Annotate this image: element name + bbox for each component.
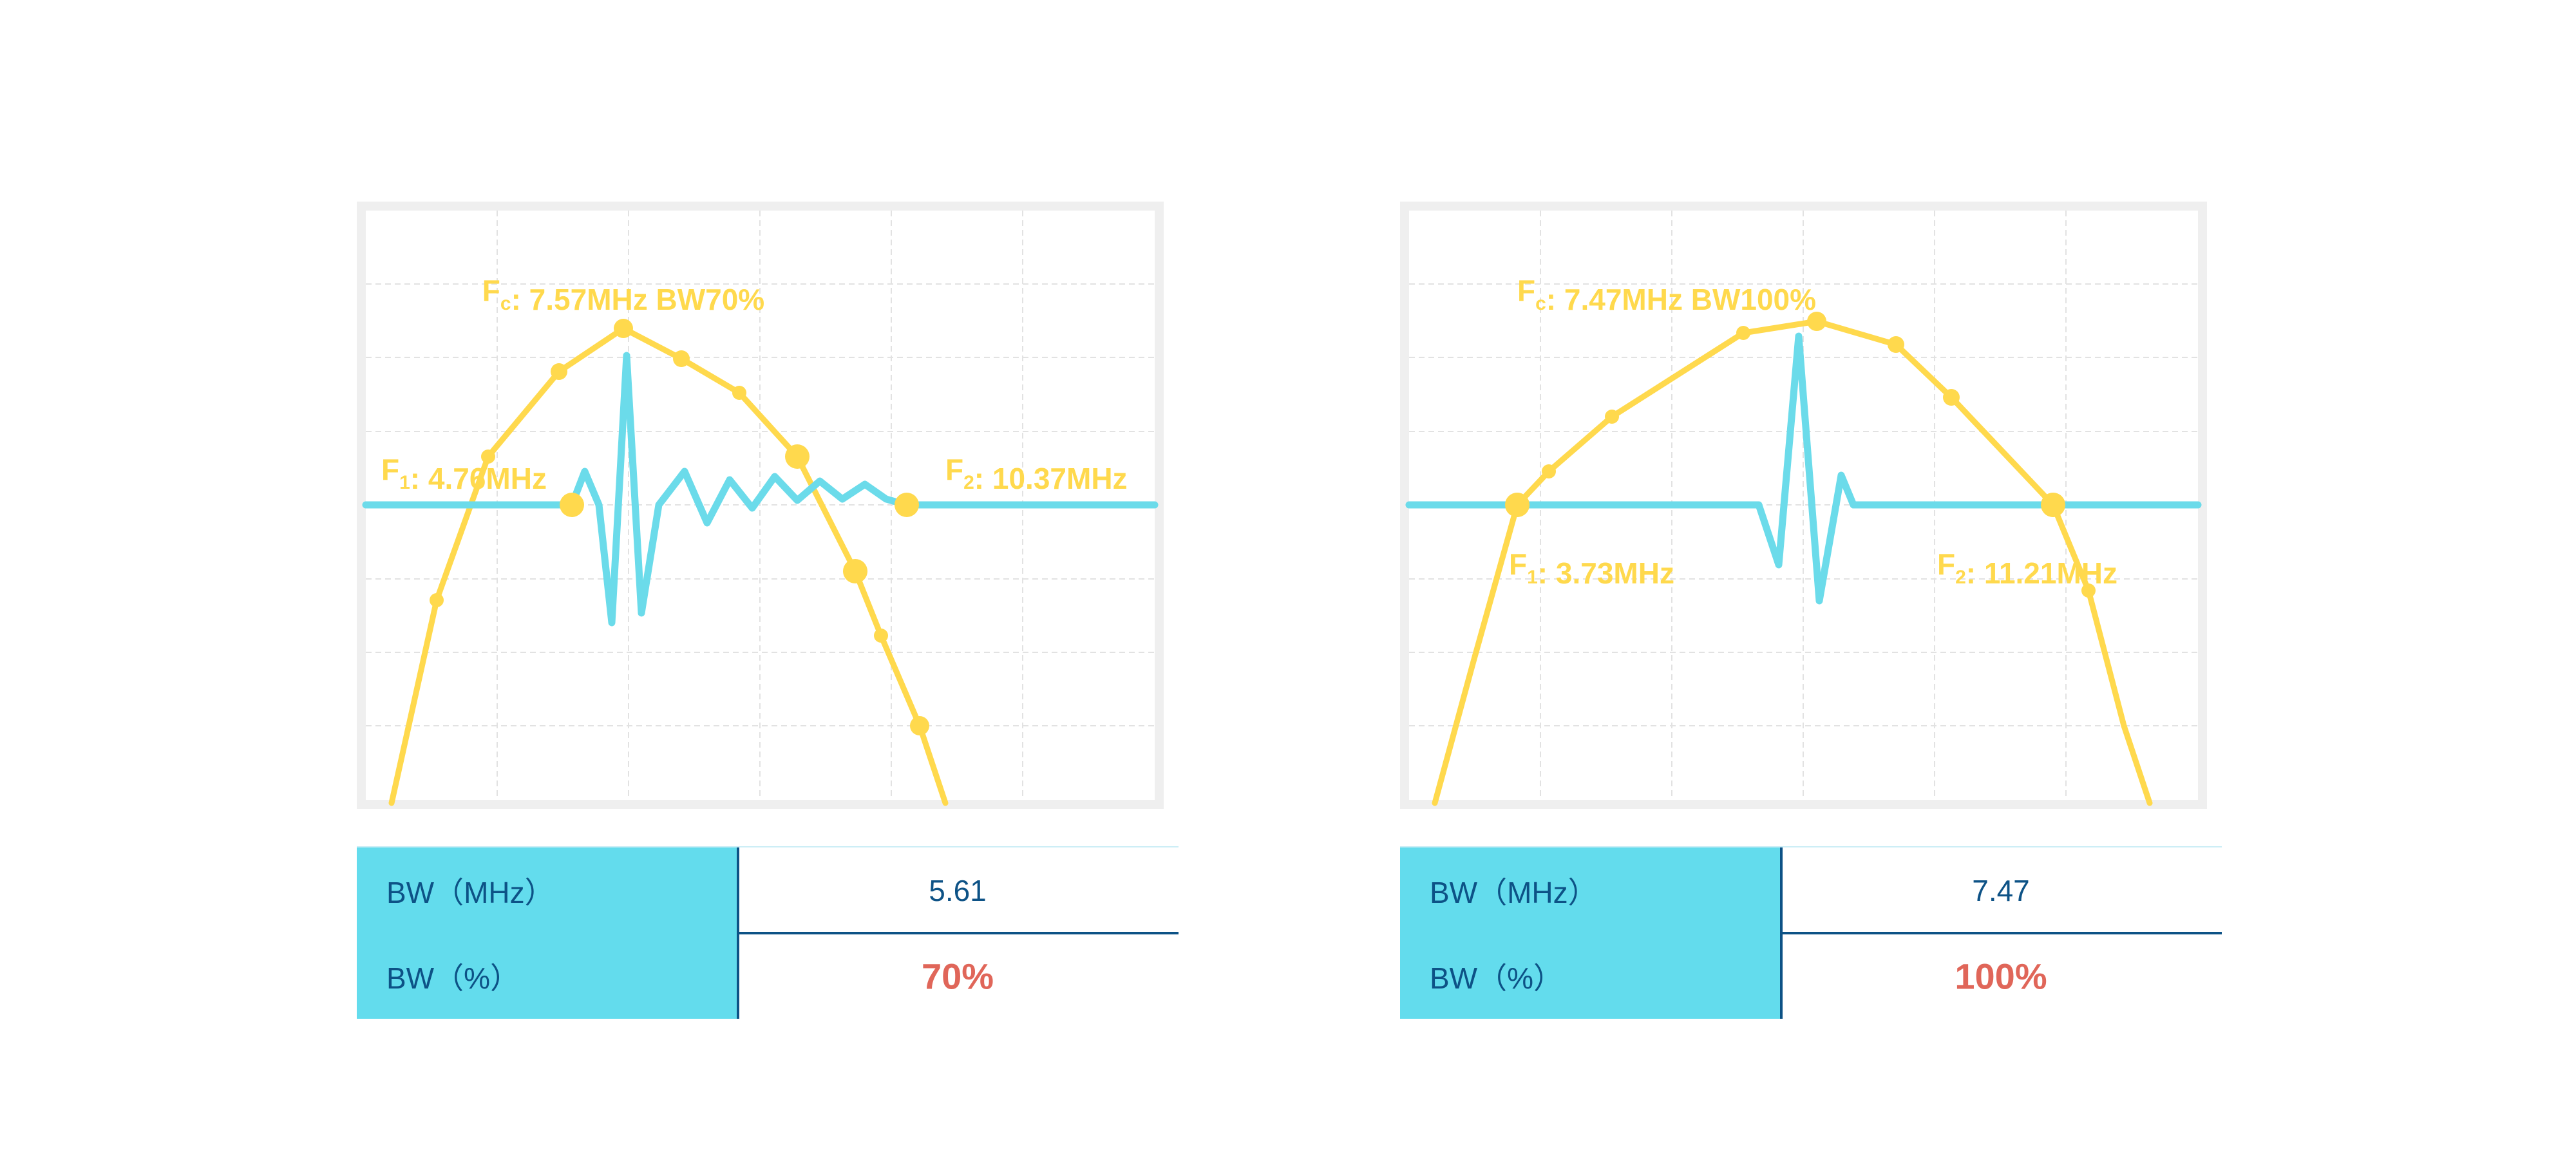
svg-text:F1: 3.73MHz: F1: 3.73MHz [1509,547,1674,590]
svg-text:F2: 10.37MHz: F2: 10.37MHz [945,453,1128,495]
svg-text:Fc: 7.57MHz BW70%: Fc: 7.57MHz BW70% [482,274,764,316]
svg-text:F2: 11.21MHz: F2: 11.21MHz [1937,547,2117,590]
svg-text:Fc: 7.47MHz BW100%: Fc: 7.47MHz BW100% [1517,274,1816,316]
svg-text:F1: 4.76MHz: F1: 4.76MHz [381,453,547,495]
